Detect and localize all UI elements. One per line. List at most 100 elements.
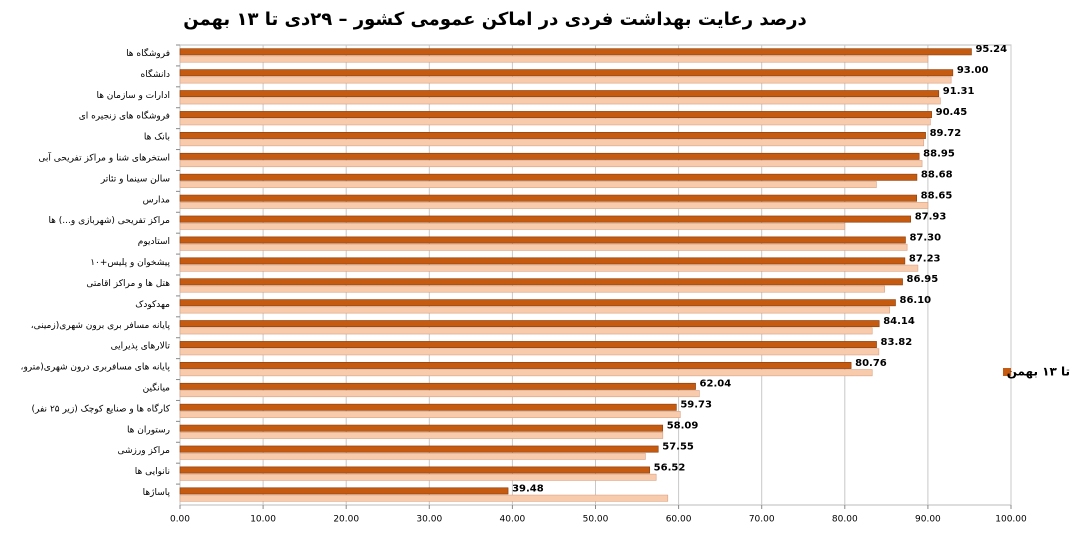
x-tick-label: 100.00 — [995, 515, 1027, 525]
bar — [179, 173, 918, 181]
data-label: 86.10 — [899, 295, 931, 306]
bar — [179, 487, 509, 495]
bar — [179, 362, 852, 369]
x-tick-label: 90.00 — [915, 515, 941, 525]
bar — [179, 222, 846, 230]
bar — [179, 160, 923, 168]
x-tick-label: 50.00 — [583, 515, 609, 525]
legend-marker — [1003, 368, 1011, 376]
data-label: 87.23 — [909, 253, 941, 264]
y-tick-label: فروشگاه های زنجیره ای — [79, 110, 170, 122]
data-label: 95.24 — [975, 44, 1007, 55]
bar — [179, 494, 669, 502]
bar — [179, 236, 906, 244]
y-tick-label: مهدکودک — [135, 299, 170, 310]
data-label: 58.09 — [667, 421, 699, 432]
y-tick-label: هتل ها و مراکز اقامتی — [86, 279, 170, 289]
x-tick-label: 70.00 — [749, 515, 775, 525]
bar — [179, 390, 700, 398]
x-tick-label: 20.00 — [333, 515, 359, 525]
data-label: 39.48 — [512, 483, 544, 494]
bar — [179, 243, 908, 251]
y-tick-label: نانوایی ها — [135, 467, 170, 477]
data-label: 88.68 — [921, 170, 953, 181]
y-tick-label: پاساژها — [143, 488, 171, 498]
bar — [179, 215, 911, 223]
bar — [179, 202, 929, 209]
bar — [179, 445, 659, 453]
data-label: 59.73 — [680, 400, 712, 411]
y-tick-label: فروشگاه ها — [126, 47, 170, 59]
x-tick-label: 30.00 — [416, 515, 442, 525]
bar — [179, 348, 880, 356]
y-tick-label: تالارهای پذیرایی — [111, 342, 171, 352]
data-label: 89.72 — [930, 128, 962, 139]
y-tick-label: مراکز ورزشی — [118, 446, 171, 456]
bar — [179, 452, 646, 460]
data-label: 87.30 — [909, 232, 941, 243]
bar — [179, 118, 931, 126]
y-tick-label: ادارات و سازمان ها — [96, 91, 170, 101]
bar — [179, 432, 664, 439]
bar — [179, 473, 657, 481]
y-tick-label: استادیوم — [138, 237, 170, 247]
bar — [179, 327, 873, 335]
bar — [179, 132, 926, 139]
bar — [179, 369, 873, 377]
bar — [179, 285, 885, 293]
bar — [179, 48, 972, 56]
bar — [179, 411, 681, 418]
data-label: 62.04 — [700, 379, 732, 390]
y-tick-label: مدارس — [143, 195, 171, 205]
data-label: 57.55 — [662, 441, 694, 452]
data-label: 93.00 — [957, 65, 989, 76]
data-label: 88.65 — [921, 191, 953, 202]
x-tick-label: 80.00 — [832, 515, 858, 525]
x-tick-label: 40.00 — [500, 515, 526, 525]
data-label: 90.45 — [936, 107, 968, 118]
bar — [179, 299, 896, 307]
x-tick-label: 10.00 — [250, 515, 276, 525]
bar — [179, 264, 919, 272]
data-label: 91.31 — [943, 86, 975, 97]
bar — [179, 76, 952, 84]
chart-title: درصد رعایت بهداشت فردی در اماکن عمومی کش… — [183, 9, 806, 30]
data-label: 86.95 — [907, 274, 939, 285]
bar — [179, 320, 880, 328]
x-tick-label: 60.00 — [666, 515, 692, 525]
bar — [179, 181, 877, 188]
bar — [179, 306, 890, 314]
data-label: 56.52 — [654, 462, 686, 473]
bar — [179, 403, 677, 411]
data-label: 83.82 — [881, 337, 913, 348]
bar — [179, 69, 954, 77]
bar — [179, 55, 929, 63]
bar — [179, 194, 917, 202]
y-tick-label: مراکز تفریحی (شهربازی و...) ها — [48, 216, 170, 226]
bar — [179, 466, 650, 474]
y-tick-label: بانک ها — [144, 133, 170, 143]
x-tick-label: 0.00 — [170, 515, 190, 525]
y-tick-label: دانشگاه — [141, 68, 170, 80]
y-tick-label: رستوران ها — [127, 425, 170, 435]
y-tick-label: کارگاه ها و صنایع کوچک (زیر ۲۵ نفر) — [32, 402, 171, 414]
bar — [179, 97, 941, 105]
y-tick-label: میانگین — [143, 382, 171, 394]
bar — [179, 111, 932, 118]
data-label: 87.93 — [915, 211, 947, 222]
y-tick-label: سالن سینما و تئاتر — [100, 174, 170, 184]
legend-label: تا ۱۳ بهمن — [1007, 365, 1070, 379]
bar — [179, 341, 877, 348]
bar — [179, 139, 925, 147]
bar — [179, 257, 906, 265]
data-label: 88.95 — [923, 149, 955, 160]
y-tick-label: پایانه های مسافربری درون شهری(مترو، — [21, 363, 171, 373]
bar — [179, 382, 696, 390]
data-label: 84.14 — [883, 316, 915, 327]
y-tick-label: پیشخوان و پلیس+۱۰ — [90, 258, 170, 268]
bar — [179, 278, 903, 286]
data-label: 80.76 — [855, 358, 887, 369]
bar — [179, 152, 920, 160]
y-tick-label: پایانه مسافر بری برون شهری(زمینی، — [31, 321, 171, 331]
